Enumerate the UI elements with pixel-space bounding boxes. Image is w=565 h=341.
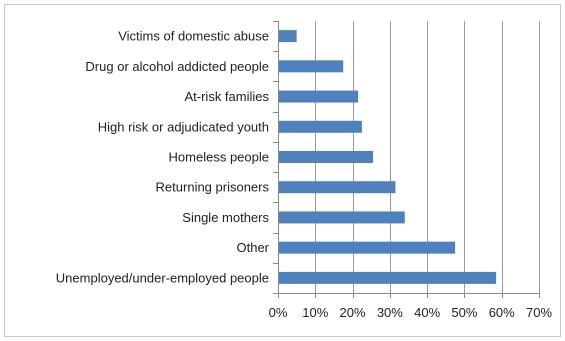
x-tick-labels: 0% 10% 20% 30% 40% 50% 60% 70% <box>269 305 553 320</box>
x-tick-label: 60% <box>489 305 515 320</box>
category-labels: Victims of domestic abuse Drug or alcohol… <box>56 29 270 286</box>
category-label: Victims of domestic abuse <box>118 29 269 44</box>
bar-drug-or-alcohol-addicted-people <box>279 60 344 73</box>
category-label: Drug or alcohol addicted people <box>85 59 269 74</box>
category-label: High risk or adjudicated youth <box>98 119 269 134</box>
chart-frame: Victims of domestic abuse Drug or alcohol… <box>4 4 561 337</box>
x-tick-label: 0% <box>269 305 288 320</box>
x-tick-label: 10% <box>302 305 328 320</box>
bar-single-mothers <box>279 211 405 224</box>
category-label: Single mothers <box>182 210 269 225</box>
category-label: Other <box>236 240 269 255</box>
x-tick-label: 50% <box>451 305 477 320</box>
bar-chart: Victims of domestic abuse Drug or alcohol… <box>56 21 553 320</box>
x-tick-label: 20% <box>340 305 366 320</box>
bar-at-risk-families <box>279 90 359 103</box>
category-label: At-risk families <box>184 89 269 104</box>
bar-returning-prisoners <box>279 181 396 194</box>
bar-unemployed-under-employed-people <box>279 271 497 284</box>
bars <box>279 30 497 284</box>
bar-homeless-people <box>279 151 374 163</box>
category-label: Returning prisoners <box>156 180 270 195</box>
x-tick-label: 30% <box>377 305 403 320</box>
x-tick-label: 40% <box>414 305 440 320</box>
x-tick-label: 70% <box>526 305 552 320</box>
bar-victims-of-domestic-abuse <box>279 30 297 43</box>
bar-high-risk-or-adjudicated-youth <box>279 120 362 133</box>
category-label: Homeless people <box>169 150 269 165</box>
category-label: Unemployed/under-employed people <box>56 270 269 285</box>
axes <box>273 21 539 294</box>
bar-other <box>279 241 456 254</box>
